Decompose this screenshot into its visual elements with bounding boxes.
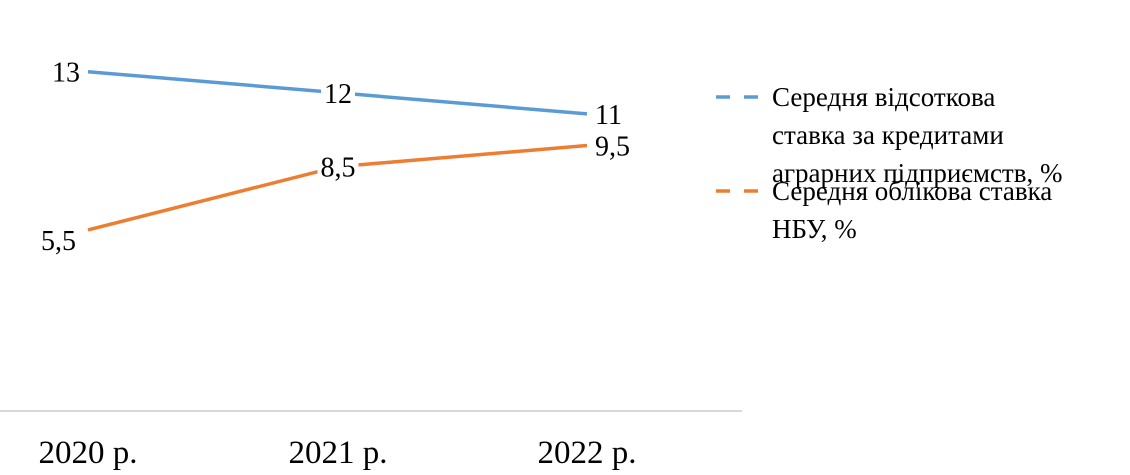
legend-item: Середня облікова ставка НБУ, % — [716, 176, 1052, 244]
data-label: 5,5 — [41, 226, 76, 257]
data-label: 8,5 — [321, 153, 356, 184]
data-label: 9,5 — [595, 132, 630, 163]
data-label-background — [317, 154, 359, 182]
data-label-background — [38, 227, 79, 255]
legend-label: НБУ, % — [772, 214, 857, 244]
legend-label: Середня відсоткова — [772, 82, 995, 112]
x-tick-label: 2021 р. — [289, 435, 388, 471]
legend-label: аграрних підприємств, % — [772, 158, 1062, 188]
legend-label: ставка за кредитами — [772, 120, 1004, 150]
data-label-background — [592, 133, 633, 161]
data-labels-layer: 13 12 11 5,5 8,5 9,5 — [38, 58, 633, 257]
x-tick-label: 2020 р. — [39, 435, 138, 471]
data-label-background — [321, 80, 355, 108]
legend: Середня відсоткова ставка за кредитами агр… — [716, 82, 1062, 244]
data-label-background — [592, 101, 625, 129]
x-tick-labels: 2020 р. 2021 р. 2022 р. — [39, 435, 637, 471]
legend-label: Середня облікова ставка — [772, 176, 1052, 206]
data-label-background — [49, 59, 83, 87]
data-label: 12 — [324, 79, 352, 110]
data-label: 13 — [52, 58, 80, 89]
x-tick-label: 2022 р. — [538, 435, 637, 471]
data-label: 11 — [595, 100, 622, 131]
legend-item: Середня відсоткова ставка за кредитами агр… — [716, 82, 1062, 188]
